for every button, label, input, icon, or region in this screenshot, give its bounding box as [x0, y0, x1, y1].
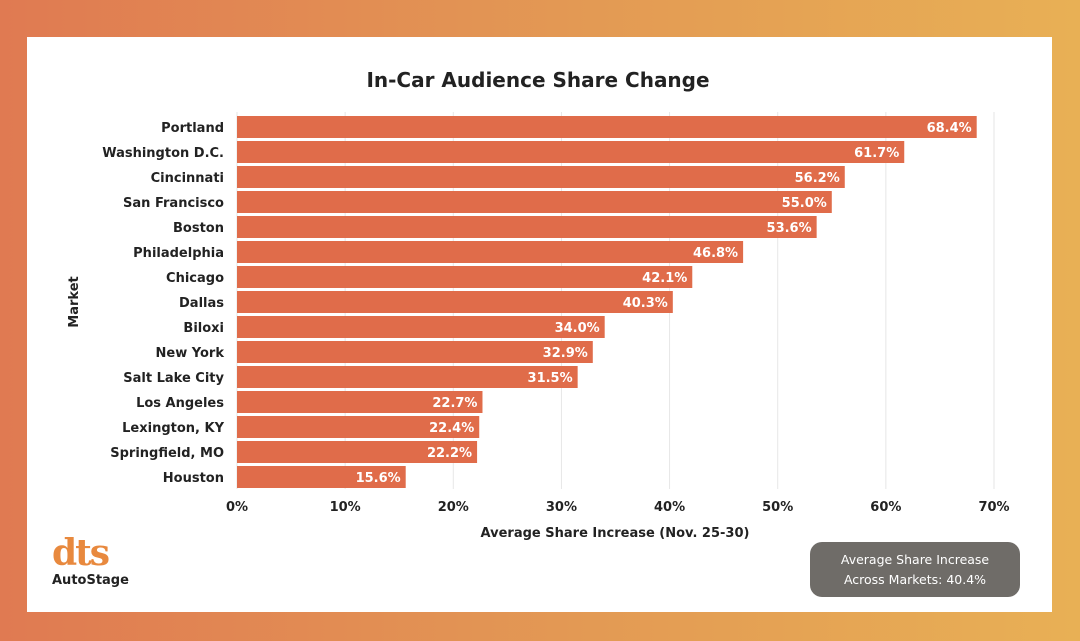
category-label: Dallas — [179, 296, 224, 311]
category-label: Los Angeles — [136, 396, 224, 411]
chart-title: In-Car Audience Share Change — [366, 68, 709, 92]
bar — [237, 416, 480, 438]
y-axis-label: Market — [67, 276, 82, 327]
category-label: Chicago — [166, 271, 224, 286]
category-label: Springfield, MO — [110, 446, 224, 461]
average-annotation: Average Share Increase Across Markets: 4… — [810, 542, 1020, 597]
category-label: Cincinnati — [151, 171, 224, 186]
annotation-line-2: Across Markets: 40.4% — [843, 571, 987, 587]
category-label: Houston — [163, 471, 224, 486]
category-label: Washington D.C. — [102, 146, 224, 161]
bar — [237, 241, 744, 263]
logo-subtitle: AutoStage — [52, 573, 129, 588]
category-label: Salt Lake City — [123, 371, 224, 386]
logo-mark: dts — [52, 532, 110, 574]
x-tick-label: 0% — [226, 500, 248, 515]
bar — [237, 141, 905, 163]
bar — [237, 441, 478, 463]
data-label: 46.8% — [693, 246, 738, 261]
x-tick-label: 10% — [330, 500, 361, 515]
bar — [237, 216, 817, 238]
bar — [237, 391, 483, 413]
bar — [237, 366, 578, 388]
category-label: Philadelphia — [133, 246, 224, 261]
x-tick-label: 20% — [438, 500, 469, 515]
data-label: 53.6% — [767, 221, 812, 236]
category-label: Portland — [161, 121, 224, 136]
category-label: San Francisco — [123, 196, 224, 211]
data-label: 34.0% — [555, 321, 600, 336]
bar — [237, 166, 845, 188]
x-tick-label: 50% — [762, 500, 793, 515]
data-label: 55.0% — [782, 196, 827, 211]
bar — [237, 316, 605, 338]
category-label: Boston — [173, 221, 224, 236]
bar — [237, 266, 693, 288]
bar — [237, 291, 673, 313]
data-label: 68.4% — [927, 121, 972, 136]
bar — [237, 116, 977, 138]
annotation-line-1: Average Share Increase — [840, 551, 990, 567]
x-tick-label: 40% — [654, 500, 685, 515]
data-label: 22.7% — [432, 396, 477, 411]
category-label: Lexington, KY — [122, 421, 224, 436]
data-label: 15.6% — [356, 471, 401, 486]
bar — [237, 341, 593, 363]
data-label: 32.9% — [543, 346, 588, 361]
dts-autostage-logo: dts AutoStage — [52, 535, 129, 588]
x-tick-label: 70% — [978, 500, 1009, 515]
bar — [237, 466, 406, 488]
category-label: Biloxi — [183, 321, 224, 336]
x-axis-label: Average Share Increase (Nov. 25-30) — [481, 526, 750, 541]
category-label: New York — [156, 346, 225, 361]
data-label: 31.5% — [528, 371, 573, 386]
data-label: 22.2% — [427, 446, 472, 461]
data-label: 42.1% — [642, 271, 687, 286]
data-label: 40.3% — [623, 296, 668, 311]
data-label: 56.2% — [795, 171, 840, 186]
x-tick-label: 60% — [870, 500, 901, 515]
bar — [237, 191, 832, 213]
x-tick-label: 30% — [546, 500, 577, 515]
data-label: 61.7% — [854, 146, 899, 161]
data-label: 22.4% — [429, 421, 474, 436]
